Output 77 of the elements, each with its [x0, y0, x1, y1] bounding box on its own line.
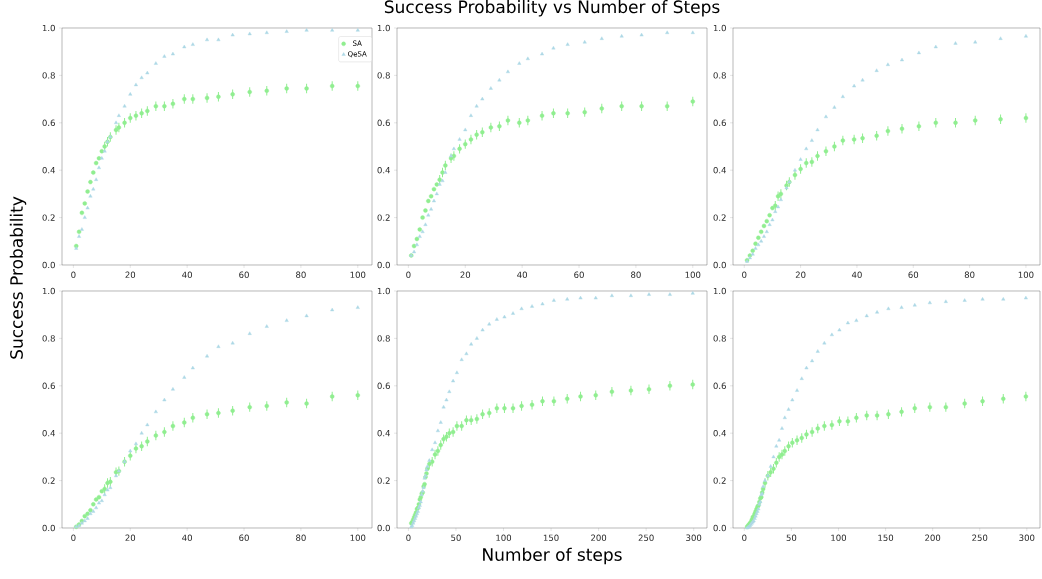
y-tick-label: 0.0 [713, 524, 726, 532]
x-tick-label: 40 [182, 271, 192, 278]
x-tick-label: 80 [296, 534, 306, 541]
x-tick-label: 40 [517, 271, 527, 278]
x-tick-label: 20 [125, 534, 136, 541]
y-tick-label: 0.8 [713, 335, 726, 342]
x-tick-label: 200 [925, 534, 941, 541]
y-tick-label: 0.8 [377, 335, 390, 342]
y-axis-title: Success Probability [9, 196, 27, 359]
y-tick-label: 0.6 [377, 119, 390, 127]
x-tick-label: 20 [460, 271, 471, 278]
y-tick-label: 0.0 [42, 524, 55, 532]
y-tick-label: 0.0 [377, 524, 390, 532]
y-tick-label: 0.6 [42, 119, 55, 127]
x-tick-label: 40 [851, 271, 862, 278]
y-tick-label: 0.2 [377, 477, 390, 484]
y-tick-label: 0.4 [713, 166, 726, 174]
x-tick-label: 60 [239, 534, 249, 541]
x-tick-label: 0 [71, 534, 76, 541]
y-tick-label: 0.0 [377, 261, 390, 269]
y-tick-label: 0.6 [713, 382, 726, 390]
y-tick-label: 0.8 [42, 335, 55, 342]
y-tick-label: 1.0 [713, 24, 726, 32]
x-tick-label: 60 [908, 271, 919, 278]
x-tick-label: 100 [1018, 271, 1034, 278]
chart-title: Success Probability vs Number of Steps [384, 0, 720, 17]
x-tick-label: 80 [964, 271, 975, 278]
y-tick-label: 0.2 [42, 214, 55, 221]
x-tick-label: 100 [350, 271, 366, 278]
y-tick-label: 0.8 [42, 72, 55, 79]
x-tick-label: 60 [574, 271, 584, 278]
x-tick-label: 60 [239, 271, 249, 278]
y-tick-label: 1.0 [42, 287, 55, 295]
x-tick-label: 250 [972, 534, 988, 541]
y-tick-label: 0.0 [713, 261, 726, 269]
y-tick-label: 0.4 [42, 166, 55, 174]
y-tick-label: 0.8 [713, 72, 726, 79]
y-tick-label: 0.4 [377, 429, 390, 437]
y-tick-label: 0.6 [713, 119, 726, 127]
x-tick-label: 0 [742, 534, 747, 541]
y-tick-label: 0.4 [713, 429, 726, 437]
y-tick-label: 1.0 [377, 287, 390, 295]
x-tick-label: 20 [795, 271, 806, 278]
y-tick-label: 0.4 [377, 166, 390, 174]
x-tick-label: 250 [638, 534, 654, 541]
x-tick-label: 0 [406, 534, 411, 541]
y-tick-label: 0.2 [377, 214, 390, 221]
x-tick-label: 80 [296, 271, 306, 278]
x-tick-label: 40 [182, 534, 192, 541]
x-tick-label: 0 [71, 271, 76, 278]
x-tick-label: 0 [406, 271, 411, 278]
x-tick-label: 50 [786, 534, 797, 541]
x-tick-label: 80 [631, 271, 641, 278]
y-tick-label: 0.2 [713, 477, 726, 484]
x-tick-label: 20 [125, 271, 136, 278]
y-tick-label: 0.0 [42, 261, 55, 269]
y-tick-label: 1.0 [713, 287, 726, 295]
y-tick-label: 0.6 [42, 382, 55, 390]
x-tick-label: 300 [1019, 534, 1035, 541]
x-tick-label: 100 [350, 534, 366, 541]
x-tick-label: 50 [451, 534, 461, 541]
y-tick-label: 1.0 [377, 24, 390, 32]
y-tick-label: 0.8 [377, 72, 390, 79]
y-tick-label: 1.0 [42, 24, 55, 32]
y-tick-label: 0.2 [713, 214, 726, 221]
x-tick-label: 0 [742, 271, 747, 278]
x-tick-label: 100 [831, 534, 847, 541]
x-tick-label: 100 [496, 534, 512, 541]
y-tick-label: 0.4 [42, 429, 55, 437]
y-tick-label: 0.2 [42, 477, 55, 484]
x-tick-label: 100 [685, 271, 701, 278]
x-tick-label: 150 [543, 534, 559, 541]
x-tick-label: 200 [591, 534, 607, 541]
x-tick-label: 150 [878, 534, 894, 541]
y-tick-label: 0.6 [377, 382, 390, 390]
x-tick-label: 300 [686, 534, 702, 541]
x-axis-title: Number of steps [483, 547, 622, 565]
